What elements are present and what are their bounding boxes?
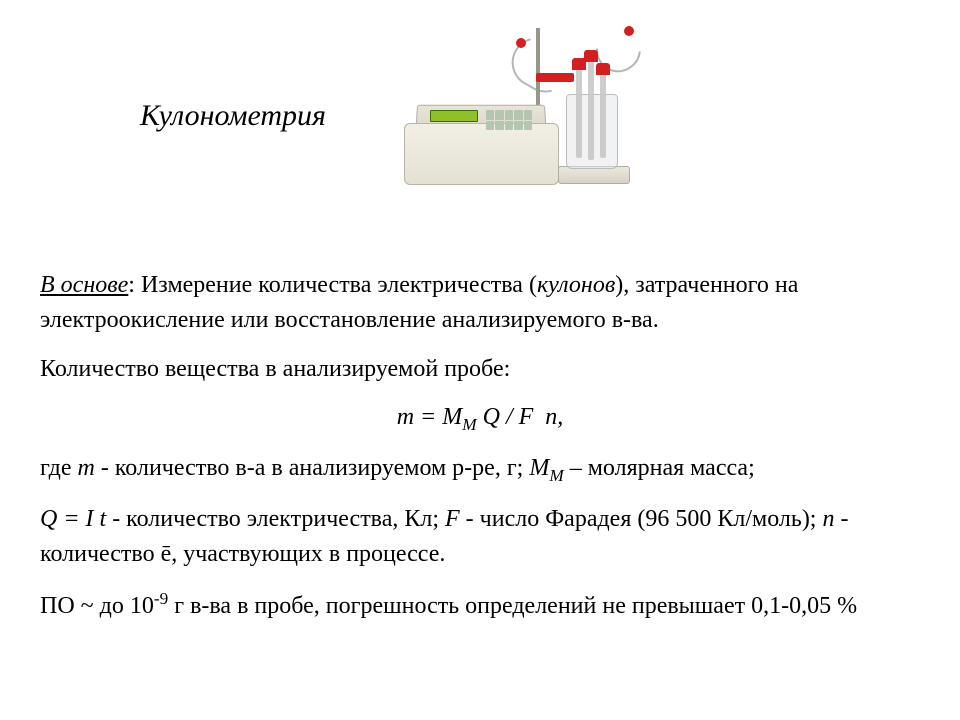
electrode-probe [600,73,606,158]
main-formula: m = MM Q / F n, [40,400,920,437]
definitions-line-2: Q = I t - количество электричества, Кл; … [40,502,920,572]
probe-cap [596,63,610,75]
tube [503,28,580,101]
keypad [486,110,532,130]
valve-knob [516,38,526,48]
basis-label: В основе [40,272,128,298]
formula-text: m = MM Q / F n, [397,404,564,430]
page-title: Кулонометрия [140,98,326,134]
coulometer-device-illustration [386,18,656,213]
base-unit [404,123,559,185]
detection-limit: ПО ~ до 10-9 г в-ва в пробе, погрешность… [40,586,920,624]
basis-paragraph: В основе: Измерение количества электриче… [40,268,920,338]
electrode-probe [588,60,594,160]
definitions-line-1: где m - количество в-а в анализируемом р… [40,451,920,488]
electrode-probe [576,68,582,158]
body-text: В основе: Измерение количества электриче… [40,268,920,623]
quantity-intro: Количество вещества в анализируемой проб… [40,352,920,387]
valve-knob [624,26,634,36]
probe-cap [584,50,598,62]
lcd-display [430,110,478,122]
title-row: Кулонометрия [140,18,920,213]
basis-kulonov: кулонов [537,272,615,298]
slide: Кулонометрия В осно [0,0,960,720]
basis-text-1: : Измерение количества электричества ( [128,272,537,298]
